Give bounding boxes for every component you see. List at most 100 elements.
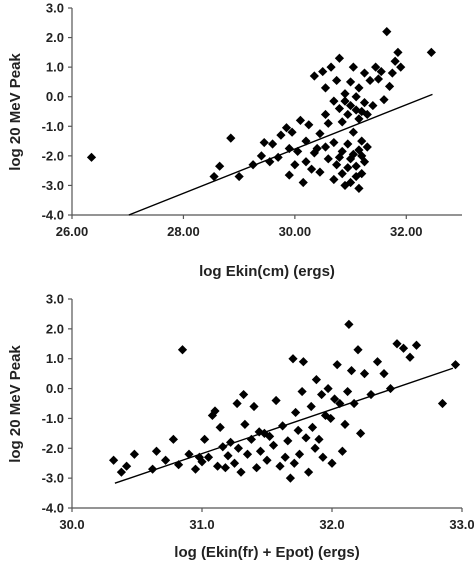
data-point-diamond: [174, 460, 184, 470]
data-point-diamond: [343, 109, 353, 120]
data-point-diamond: [289, 458, 299, 468]
data-point-diamond: [351, 105, 361, 115]
chart-panel-bottom: -4.0 -3.0 -2.0 -1.0 0.0 1.0 2.0 3.0 30.0 31.0 32.…: [7, 292, 474, 562]
data-point-diamond: [348, 149, 358, 159]
data-point-diamond: [348, 127, 358, 137]
data-point-diamond: [345, 77, 356, 87]
data-point-diamond: [262, 455, 272, 465]
data-point-diamond: [357, 136, 367, 146]
data-point-diamond: [354, 83, 364, 93]
data-point-diamond: [168, 434, 178, 444]
data-point-diamond: [301, 157, 311, 167]
data-point-diamond: [295, 115, 306, 125]
chart-panel-top: -4.0 -3.0 -2.0 -1.0 0.0 1.0 2.0 3.0 26.00 28.00 3…: [7, 1, 462, 280]
data-point-diamond: [398, 343, 409, 353]
data-point-diamond: [344, 319, 354, 329]
data-point-diamond: [314, 434, 324, 444]
data-point-diamond: [288, 354, 298, 364]
data-point-diamond: [351, 171, 361, 182]
data-point-diamond: [116, 467, 126, 477]
data-point-diamond: [330, 394, 340, 404]
data-point-diamond: [359, 157, 370, 167]
data-point-diamond: [285, 473, 295, 483]
data-point-diamond: [215, 161, 225, 171]
data-point-diamond: [362, 142, 372, 152]
data-point-diamond: [323, 118, 333, 128]
data-point-diamond: [252, 463, 262, 473]
data-point-diamond: [232, 398, 242, 409]
data-point-diamond: [362, 109, 372, 120]
y-tick-label: -3.0: [42, 178, 64, 193]
x-tick-label: 33.0: [449, 517, 474, 532]
y-tick-label: 1.0: [46, 351, 64, 366]
y-tick-label: -1.0: [42, 119, 64, 134]
data-point-diamond: [354, 183, 364, 193]
data-point-diamond: [373, 74, 384, 84]
y-axis-title: log 20 MeV Peak: [7, 345, 24, 463]
data-point-diamond: [382, 27, 392, 37]
y-tick-label: 0.0: [46, 89, 64, 104]
data-point-diamond: [233, 443, 243, 453]
data-point-diamond: [371, 62, 381, 72]
data-point-diamond: [290, 160, 300, 170]
data-point-diamond: [283, 436, 293, 446]
x-axis-title: log Ekin(cm) (ergs): [199, 263, 335, 280]
data-point-diamond: [210, 406, 220, 416]
data-point-diamond: [129, 449, 139, 459]
data-point-diamond: [240, 419, 250, 429]
data-point-diamond: [254, 427, 264, 437]
data-point-diamond: [411, 340, 422, 350]
data-point-diamond: [312, 143, 322, 154]
data-point-diamond: [242, 449, 253, 459]
data-point-diamond: [337, 446, 347, 456]
data-point-diamond: [301, 433, 311, 443]
data-point-diamond: [239, 389, 249, 400]
data-point-diamond: [275, 461, 285, 471]
data-point-diamond: [177, 345, 188, 355]
data-point-diamond: [209, 171, 219, 182]
x-tick-label: 32.0: [319, 517, 344, 532]
data-point-diamond: [348, 62, 358, 72]
data-point-diamond: [151, 446, 162, 456]
data-point-diamond: [332, 75, 342, 86]
data-point-diamond: [340, 419, 350, 429]
data-point-diamond: [315, 129, 325, 139]
data-point-diamond: [379, 369, 389, 379]
data-point-diamond: [255, 446, 266, 456]
data-point-diamond: [280, 452, 290, 462]
data-point-diamond: [213, 461, 223, 471]
x-tick-label: 31.0: [189, 517, 214, 532]
data-point-diamond: [307, 422, 318, 432]
data-point-diamond: [220, 463, 230, 473]
y-tick-label: -4.0: [42, 501, 64, 516]
x-tick-label: 26.00: [56, 224, 89, 239]
data-point-diamond: [109, 455, 119, 465]
data-point-diamond: [306, 401, 316, 412]
data-point-diamond: [259, 137, 269, 148]
data-point-diamond: [297, 386, 307, 397]
x-tick-label: 30.00: [279, 224, 312, 239]
data-point-diamond: [229, 458, 240, 468]
data-point-diamond: [309, 148, 319, 158]
data-point-diamond: [345, 177, 356, 188]
data-point-diamond: [318, 66, 328, 77]
data-point-diamond: [249, 401, 259, 412]
data-point-diamond: [273, 152, 283, 162]
x-tick-label: 32.00: [390, 224, 423, 239]
data-point-diamond: [343, 163, 353, 173]
data-point-diamond: [315, 167, 325, 177]
data-point-diamond: [284, 170, 294, 180]
data-point-diamond: [376, 66, 386, 77]
data-point-diamond: [359, 369, 370, 379]
data-point-diamond: [190, 464, 201, 474]
data-point-diamond: [271, 395, 281, 406]
data-point-diamond: [359, 68, 370, 78]
data-point-diamond: [298, 357, 308, 367]
y-tick-label: 3.0: [46, 292, 64, 307]
data-point-diamond: [450, 360, 461, 370]
data-point-diamond: [351, 161, 361, 171]
data-point-diamond: [329, 96, 339, 106]
data-point-diamond: [334, 152, 345, 162]
data-point-diamond: [203, 452, 214, 462]
